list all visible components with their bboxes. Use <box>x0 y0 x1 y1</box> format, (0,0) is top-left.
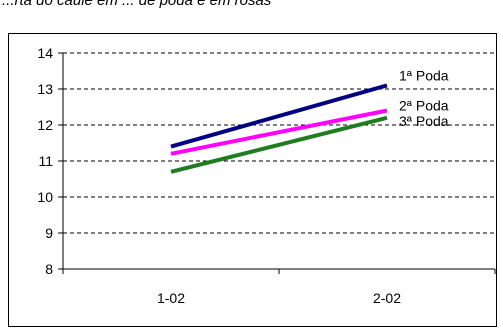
series-line-1 <box>170 83 388 149</box>
chart-title-fragment: ...rta do caule em ... de poda e em rosa… <box>0 0 503 10</box>
y-tick-label-13: 13 <box>37 81 53 97</box>
y-tick-label-11: 11 <box>38 153 53 169</box>
series-label-1: 1ª Poda <box>399 67 449 83</box>
series-lines <box>170 83 388 174</box>
y-tick-label-8: 8 <box>45 261 53 277</box>
y-tick-label-12: 12 <box>37 117 53 133</box>
axes <box>58 52 496 274</box>
series-line-2 <box>170 108 388 156</box>
chart-area <box>8 33 497 327</box>
series-label-2: 2ª Poda <box>399 98 449 114</box>
y-tick-label-10: 10 <box>37 189 53 205</box>
x-tick-label-2-02: 2-02 <box>373 290 401 306</box>
y-tick-label-14: 14 <box>37 45 53 61</box>
y-tick-label-9: 9 <box>45 225 53 241</box>
series-label-3: 3ª Poda <box>399 113 449 129</box>
series-line-3 <box>170 115 388 174</box>
x-tick-label-1-02: 1-02 <box>157 290 185 306</box>
chart-title-text: ...rta do caule em ... de poda e em rosa… <box>2 0 272 9</box>
gridlines <box>63 52 495 234</box>
